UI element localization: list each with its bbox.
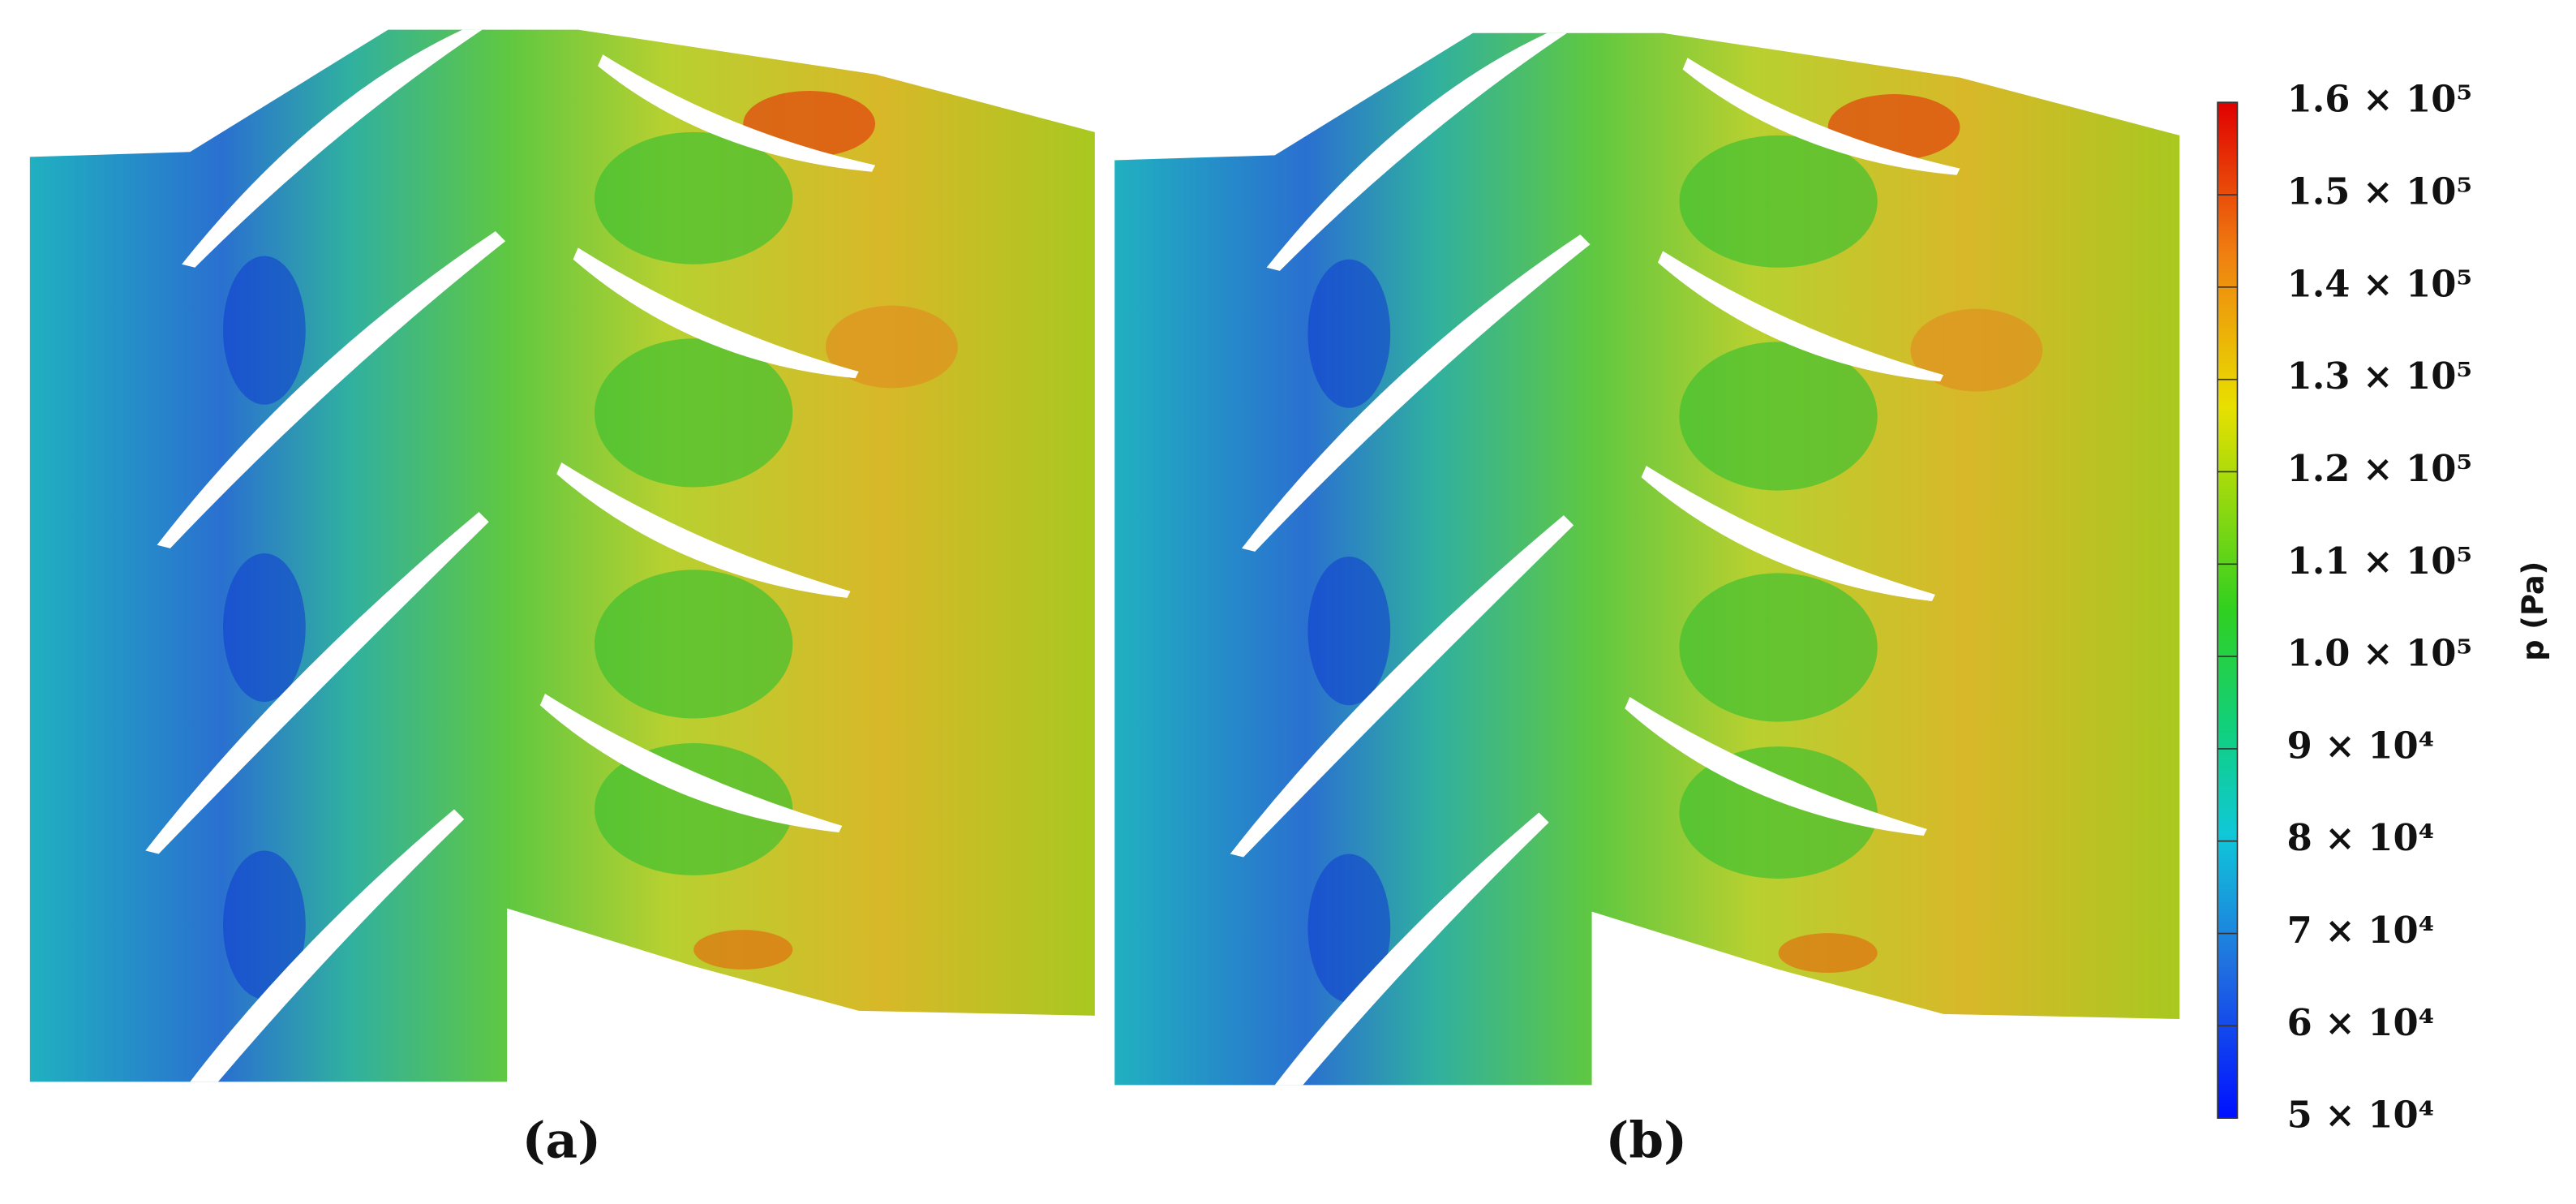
colorbar-tick-label: 9 × 10⁴ xyxy=(2287,724,2435,767)
panel-label: (a) xyxy=(522,1112,601,1170)
colorbar-tick-label: 1.4 × 10⁵ xyxy=(2287,262,2472,305)
colorbar xyxy=(2217,101,2239,1119)
colorbar-tick-label: 5 × 10⁴ xyxy=(2287,1094,2435,1137)
colorbar-tick-label: 6 × 10⁴ xyxy=(2287,1001,2435,1044)
colorbar-tick-label: 1.1 × 10⁵ xyxy=(2287,540,2472,583)
colorbar-tick-label: 7 × 10⁴ xyxy=(2287,909,2435,952)
colorbar-tick-label: 8 × 10⁴ xyxy=(2287,816,2435,859)
colorbar-tick-label: 1.2 × 10⁵ xyxy=(2287,447,2472,490)
panel-label: (b) xyxy=(1606,1112,1687,1170)
colorbar-tick-label: 1.5 × 10⁵ xyxy=(2287,170,2472,213)
colorbar-tick-label: 1.0 × 10⁵ xyxy=(2287,632,2472,675)
colorbar-tick-label: 1.3 × 10⁵ xyxy=(2287,355,2472,398)
colorbar-tick-label: 1.6 × 10⁵ xyxy=(2287,78,2472,121)
contour-plot-a xyxy=(29,29,1095,1082)
colorbar-title: p (Pa) xyxy=(2515,561,2550,661)
contour-plot-b xyxy=(1114,32,2180,1086)
